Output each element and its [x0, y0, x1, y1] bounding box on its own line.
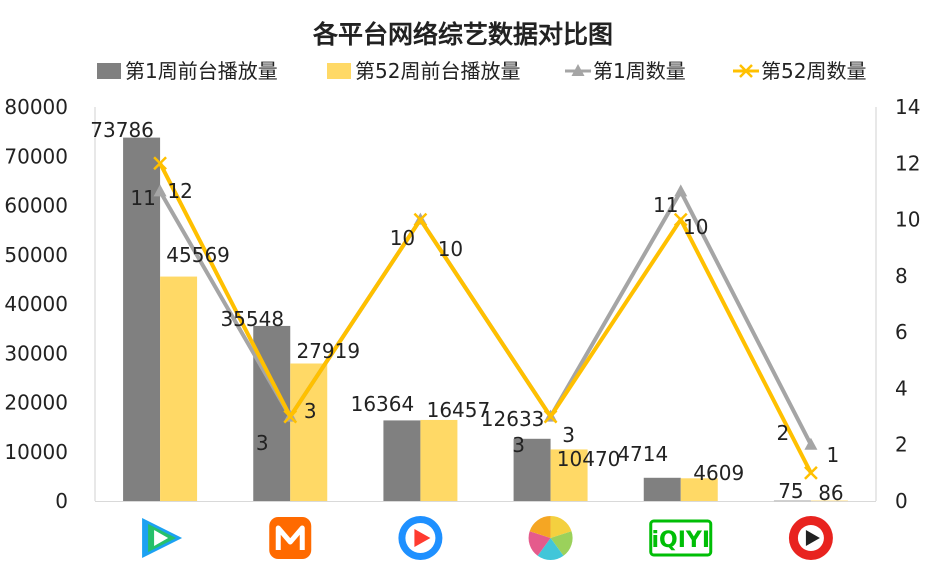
legend-marker — [571, 64, 585, 76]
line-data-label: 3 — [562, 423, 575, 447]
line-data-label: 11 — [130, 186, 155, 210]
bar-data-label: 4714 — [617, 442, 668, 466]
chart-title: 各平台网络综艺数据对比图 — [312, 20, 613, 49]
left-tick-label: 20000 — [4, 391, 68, 415]
right-tick-label: 14 — [895, 95, 920, 119]
logo-part — [550, 531, 573, 556]
logo-part — [537, 538, 564, 561]
left-tick-label: 70000 — [4, 144, 68, 168]
bar — [383, 420, 421, 501]
right-tick-label: 8 — [895, 264, 908, 288]
line-data-label: 2 — [777, 421, 790, 445]
left-tick-label: 10000 — [4, 440, 68, 464]
legend-label: 第1周数量 — [593, 59, 686, 83]
series-line — [158, 162, 813, 474]
right-tick-label: 12 — [895, 151, 920, 175]
right-tick-label: 6 — [895, 320, 908, 344]
bar-data-label: 75 — [778, 479, 803, 503]
triangle-marker — [153, 184, 167, 197]
logo-part — [550, 516, 572, 538]
x-marker — [153, 156, 167, 171]
bar — [773, 500, 811, 502]
line-data-label: 3 — [512, 433, 525, 457]
left-y-axis: 0 10000 20000 30000 40000 50000 60000 70000 8000… — [4, 95, 876, 513]
logo-part — [529, 516, 551, 538]
bar — [160, 276, 198, 501]
bar — [643, 477, 681, 501]
left-tick-label: 60000 — [4, 194, 68, 218]
triangle-marker — [804, 437, 818, 450]
pptv-logo — [788, 516, 833, 560]
legend-label: 第1周前台播放量 — [125, 59, 278, 83]
right-tick-label: 10 — [895, 208, 920, 232]
bar-data-label: 16364 — [351, 392, 415, 416]
left-tick-label: 50000 — [4, 243, 68, 267]
right-tick-label: 0 — [895, 489, 908, 513]
bar — [290, 363, 328, 501]
right-y-axis: 0 2 4 6 8 10 12 14 — [875, 95, 920, 513]
bar-data-label: 16457 — [427, 398, 491, 422]
legend-marker — [739, 64, 753, 78]
bar-data-label: 35548 — [220, 307, 284, 331]
x-marker — [543, 409, 558, 424]
right-tick-label: 2 — [895, 433, 908, 457]
x-marker — [283, 409, 298, 424]
logo-part — [269, 517, 312, 559]
bar — [810, 500, 848, 502]
legend-swatch — [327, 63, 351, 79]
logo-part — [275, 525, 305, 550]
x-marker — [413, 212, 428, 227]
mango-tv-logo — [269, 517, 312, 559]
bar — [550, 449, 588, 501]
line-data-label: 12 — [167, 179, 192, 203]
left-tick-label: 40000 — [4, 292, 68, 316]
legend-label: 第52周数量 — [761, 59, 866, 83]
bar-data-label: 45569 — [166, 243, 230, 267]
category-icons: iQIYI — [142, 516, 833, 561]
data-labels: 73786 35548 16364 12633 4714 75 45569 27919 1645… — [90, 118, 843, 505]
logo-part — [414, 529, 431, 547]
bar-data-label: 12633 — [481, 407, 545, 431]
triangle-marker — [674, 184, 688, 197]
bar-data-label: 86 — [818, 481, 843, 505]
line-data-label: 3 — [304, 399, 317, 423]
left-tick-label: 80000 — [4, 95, 68, 119]
line-data-label: 10 — [390, 226, 415, 250]
bar — [123, 137, 161, 501]
bar-data-label: 4609 — [693, 461, 744, 485]
line-series — [153, 156, 818, 480]
legend-swatch — [97, 63, 121, 79]
line-data-label: 11 — [653, 193, 678, 217]
bar — [420, 419, 458, 501]
line-data-label: 1 — [827, 443, 840, 467]
line-data-label: 10 — [438, 237, 463, 261]
x-marker — [804, 465, 818, 480]
iqiyi-logo: iQIYI — [649, 519, 713, 557]
logo-part — [805, 530, 820, 546]
tencent-video-logo — [142, 518, 183, 558]
bar-series — [123, 137, 848, 502]
bar-data-label: 73786 — [90, 118, 154, 142]
logo-part — [154, 530, 169, 546]
logo-text: iQIYI — [651, 528, 710, 553]
youku-logo — [398, 516, 443, 560]
left-tick-label: 0 — [55, 489, 68, 513]
bar-data-label: 27919 — [296, 339, 360, 363]
logo-part — [649, 519, 713, 557]
legend-label: 第52周前台播放量 — [355, 59, 520, 83]
line-data-label: 10 — [683, 215, 708, 239]
sohu-video-logo — [528, 516, 573, 561]
line-data-label: 3 — [256, 431, 269, 455]
right-tick-label: 4 — [895, 376, 908, 400]
x-marker — [673, 212, 688, 227]
logo-part — [528, 531, 551, 556]
bar — [680, 478, 718, 501]
bar — [513, 438, 551, 501]
legend: 第1周前台播放量 第52周前台播放量 第1周数量 第52周数量 — [97, 59, 866, 83]
left-tick-label: 30000 — [4, 341, 68, 365]
bar-data-label: 10470 — [557, 447, 621, 471]
